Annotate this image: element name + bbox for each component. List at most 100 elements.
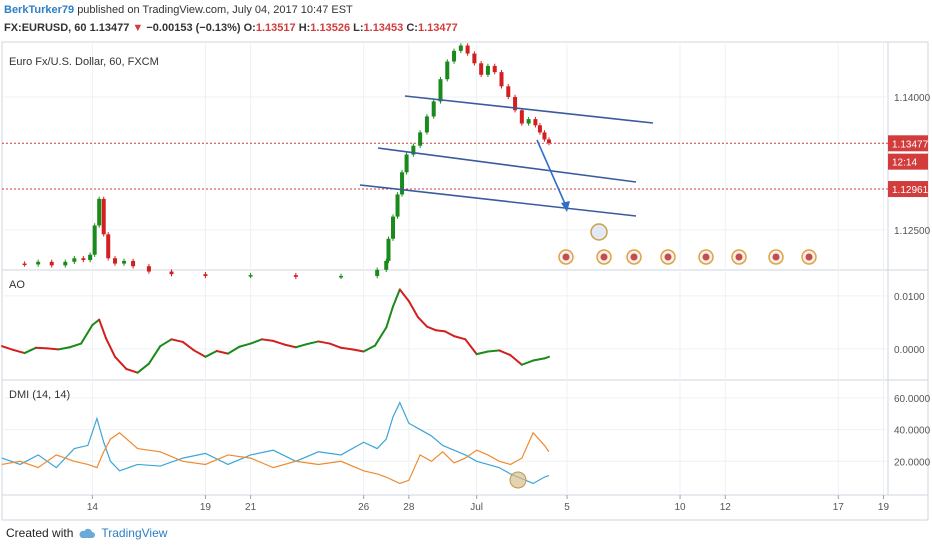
candle-body xyxy=(452,50,457,62)
ao-segment xyxy=(272,339,286,346)
ao-segment xyxy=(80,324,94,345)
ao-segment xyxy=(486,349,501,353)
time-axis-label: 19 xyxy=(878,502,890,513)
candle-body xyxy=(519,110,524,124)
candle-body xyxy=(169,271,174,275)
candle-body xyxy=(533,119,538,126)
candle-body xyxy=(72,258,77,262)
candle-body xyxy=(411,145,416,155)
candle-body xyxy=(81,258,86,261)
ao-segment xyxy=(392,288,401,308)
candle-body xyxy=(479,63,484,75)
event-flag-icon xyxy=(562,253,570,261)
price-axis-label: 1.14000 xyxy=(894,93,931,104)
ao-segment xyxy=(215,349,230,355)
ao-segment xyxy=(434,329,446,333)
candle-body xyxy=(418,132,423,146)
event-flag-icon xyxy=(590,223,608,241)
event-flag-icon xyxy=(735,253,743,261)
ao-segment xyxy=(407,300,419,319)
trend-line xyxy=(359,184,637,217)
event-flag-icon xyxy=(600,253,608,261)
time-axis-label: 17 xyxy=(833,502,845,513)
candle-body xyxy=(22,263,27,266)
ao-segment xyxy=(373,326,388,347)
main-pane-title: Euro Fx/U.S. Dollar, 60, FXCM xyxy=(9,56,159,68)
ao-segment xyxy=(385,305,395,329)
time-axis-label: 5 xyxy=(564,502,570,513)
candle-body xyxy=(122,260,127,264)
time-axis-label: 21 xyxy=(245,502,257,513)
time-axis-label: 12 xyxy=(720,502,732,513)
candle-body xyxy=(526,119,531,124)
ao-segment xyxy=(23,346,37,355)
price-label-text: 1.12961 xyxy=(892,185,929,196)
ao-axis-label: 0.0000 xyxy=(894,345,925,356)
price-label-text: 12:14 xyxy=(892,158,917,169)
ao-segment xyxy=(12,348,26,355)
ao-segment xyxy=(520,359,535,366)
publish-line: BerkTurker79 published on TradingView.co… xyxy=(4,4,353,16)
candle-body xyxy=(113,258,118,264)
high-value: 1.13526 xyxy=(310,22,351,34)
ao-segment xyxy=(509,354,523,366)
price-label-box xyxy=(888,181,928,198)
dmi-axis-label: 20.0000 xyxy=(894,457,931,468)
time-axis-label: 14 xyxy=(87,502,99,513)
ao-segment xyxy=(57,346,71,351)
candle-body xyxy=(438,79,443,102)
price-label-box xyxy=(888,153,928,170)
candle-body xyxy=(391,216,396,239)
candle-body xyxy=(88,254,93,261)
chart-frame xyxy=(1,41,929,521)
price-axis-label: 1.12500 xyxy=(894,226,931,237)
candle-body xyxy=(131,260,136,267)
ao-pane-title: AO xyxy=(9,279,25,291)
high-label: H: xyxy=(298,22,311,34)
candle-body xyxy=(465,45,470,54)
event-flag-icon xyxy=(805,253,813,261)
ao-segment xyxy=(147,345,162,365)
close-label: C: xyxy=(406,22,418,34)
author-link[interactable]: BerkTurker79 xyxy=(4,4,75,16)
candle-body xyxy=(386,238,391,261)
candle-body xyxy=(546,139,551,144)
ao-segment xyxy=(91,318,101,326)
candle-body xyxy=(424,116,429,133)
ao-segment xyxy=(294,343,309,349)
symbol-label: FX:EURUSD, 60 xyxy=(4,22,87,34)
candle-body xyxy=(106,234,111,259)
ao-segment xyxy=(317,340,331,345)
ao-segment xyxy=(114,355,128,370)
ao-segment xyxy=(260,338,275,342)
time-axis-label: 19 xyxy=(200,502,212,513)
price-label-text: 1.13477 xyxy=(892,139,929,150)
trend-line xyxy=(377,147,637,183)
candle-body xyxy=(542,132,547,140)
last-price: 1.13477 xyxy=(89,22,130,34)
ao-segment xyxy=(181,340,196,352)
candle-body xyxy=(384,260,389,270)
ao-segment xyxy=(46,347,60,351)
time-axis-label: 26 xyxy=(358,502,370,513)
dmi-axis-label: 60.0000 xyxy=(894,394,931,405)
footer: Created with TradingView xyxy=(6,526,167,540)
candle-body xyxy=(339,275,344,278)
ao-segment xyxy=(416,316,428,328)
event-flag-icon xyxy=(630,253,638,261)
candle-body xyxy=(293,275,298,277)
price-label-box xyxy=(888,135,928,152)
candle-body xyxy=(146,266,151,272)
ao-segment xyxy=(136,362,150,374)
candle-body xyxy=(203,274,208,276)
time-axis-label: 10 xyxy=(674,502,686,513)
created-with-label: Created with xyxy=(6,526,74,540)
tradingview-brand[interactable]: TradingView xyxy=(101,526,168,540)
candle-body xyxy=(92,225,97,255)
ao-segment xyxy=(125,367,139,374)
open-label: O: xyxy=(243,22,256,34)
ao-segment xyxy=(170,338,184,343)
candle-body xyxy=(513,96,518,111)
candle-body xyxy=(445,61,450,80)
